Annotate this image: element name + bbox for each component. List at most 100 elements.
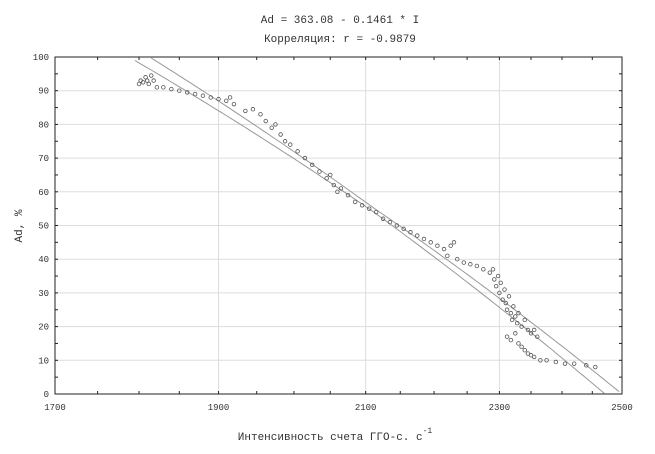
- data-point: [519, 344, 524, 350]
- data-point: [136, 81, 142, 87]
- data-point: [435, 243, 440, 248]
- data-point: [451, 240, 457, 245]
- data-point: [282, 139, 288, 144]
- y-tick-label: 100: [33, 53, 49, 63]
- data-point: [143, 75, 148, 80]
- data-points: [136, 73, 598, 370]
- data-point: [503, 300, 508, 306]
- data-point: [338, 186, 344, 191]
- data-point: [468, 262, 473, 267]
- data-point: [401, 226, 406, 232]
- x-tick-label: 1900: [208, 403, 230, 413]
- data-point: [258, 112, 263, 117]
- data-point: [497, 290, 502, 296]
- data-point: [373, 209, 379, 215]
- chart-title: Ad = 363.08 - 0.1461 * I: [261, 15, 419, 27]
- data-point: [243, 108, 248, 114]
- data-point: [571, 361, 577, 366]
- grid: [55, 57, 622, 394]
- data-point: [208, 95, 213, 100]
- x-tick-label: 2500: [611, 403, 633, 413]
- data-point: [513, 314, 518, 319]
- data-point: [144, 78, 150, 83]
- y-tick-label: 10: [38, 356, 49, 366]
- data-point: [506, 294, 512, 299]
- data-point: [185, 90, 190, 95]
- data-point: [487, 270, 492, 275]
- y-tick-label: 70: [38, 154, 49, 164]
- data-point: [288, 142, 293, 147]
- data-point: [216, 96, 221, 102]
- y-tick-label: 60: [38, 188, 49, 198]
- data-point: [513, 331, 518, 336]
- data-point: [535, 334, 540, 339]
- data-point: [366, 206, 372, 211]
- data-point: [522, 317, 527, 323]
- data-point: [498, 280, 503, 285]
- data-point: [492, 277, 497, 282]
- data-point: [387, 219, 393, 225]
- data-point: [508, 310, 514, 316]
- data-point: [273, 122, 278, 127]
- data-point: [504, 307, 510, 312]
- data-point: [394, 223, 400, 228]
- data-point: [295, 149, 300, 154]
- y-tick-label: 80: [38, 120, 49, 130]
- data-point: [309, 162, 315, 168]
- x-tick-label: 2300: [489, 403, 511, 413]
- data-point: [317, 169, 322, 174]
- data-point: [352, 199, 358, 205]
- data-point: [593, 364, 598, 370]
- y-tick-label: 40: [38, 255, 49, 265]
- data-point: [231, 101, 237, 107]
- x-axis-label: Интенсивность счета ГГО-с. c-1: [238, 427, 433, 444]
- x-tick-label: 2100: [355, 403, 377, 413]
- data-point: [151, 78, 156, 83]
- data-point: [516, 310, 521, 316]
- y-tick-label: 0: [44, 390, 49, 400]
- data-point: [441, 246, 447, 252]
- data-point: [328, 172, 333, 178]
- y-tick-label: 20: [38, 323, 49, 333]
- data-point: [495, 273, 501, 279]
- data-point: [508, 337, 514, 343]
- chart-subtitle: Корреляция: r = -0.9879: [264, 34, 416, 46]
- data-point: [359, 203, 365, 208]
- data-point: [445, 253, 450, 259]
- data-point: [455, 257, 460, 262]
- regression-line: [150, 57, 620, 392]
- x-tick-label: 1700: [44, 403, 66, 413]
- y-tick-label: 90: [38, 87, 49, 97]
- data-point: [415, 233, 420, 238]
- y-axis-label: Ad, %: [14, 209, 26, 242]
- data-point: [146, 81, 152, 87]
- data-point: [380, 216, 386, 221]
- data-point: [428, 240, 433, 245]
- data-point: [302, 155, 308, 161]
- data-point: [149, 73, 154, 78]
- data-point: [448, 243, 453, 248]
- data-point: [511, 304, 516, 309]
- data-point: [408, 230, 413, 235]
- data-point: [519, 324, 524, 329]
- data-point: [278, 132, 283, 137]
- data-point: [531, 327, 537, 333]
- data-point: [461, 260, 467, 265]
- data-point: [474, 263, 480, 269]
- data-point: [250, 107, 256, 112]
- axis-ticks: 1700 1900 2100 2300 2500 0 10 20 30 40 50 60 70 80 90 1…: [33, 53, 633, 413]
- data-point: [177, 88, 182, 93]
- regression-line: [134, 60, 605, 394]
- data-point: [531, 354, 537, 360]
- data-point: [154, 85, 160, 90]
- x-axis-label-text: Интенсивность счета ГГО-с. c: [238, 432, 423, 444]
- data-point: [421, 236, 427, 242]
- data-point: [345, 192, 351, 198]
- y-tick-label: 50: [38, 222, 49, 232]
- data-point: [324, 176, 329, 181]
- data-point: [504, 334, 510, 339]
- y-tick-label: 30: [38, 289, 49, 299]
- data-point: [140, 80, 146, 85]
- data-point: [169, 86, 174, 92]
